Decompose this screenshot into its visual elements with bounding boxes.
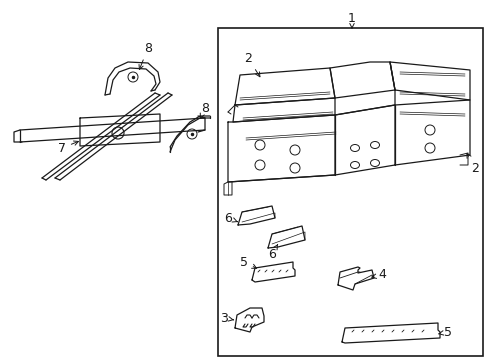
Text: 5: 5 [240,256,256,269]
Text: 7: 7 [58,141,78,154]
Text: 8: 8 [139,41,152,69]
Text: 6: 6 [224,212,237,225]
Text: 5: 5 [438,325,451,338]
Bar [218,28,482,356]
Text: 3: 3 [220,311,233,324]
Text: 6: 6 [267,244,277,261]
Text: 1: 1 [347,12,355,28]
Text: 4: 4 [371,269,385,282]
Text: 2: 2 [466,153,478,175]
Text: 2: 2 [244,51,260,77]
Text: 8: 8 [200,102,208,118]
